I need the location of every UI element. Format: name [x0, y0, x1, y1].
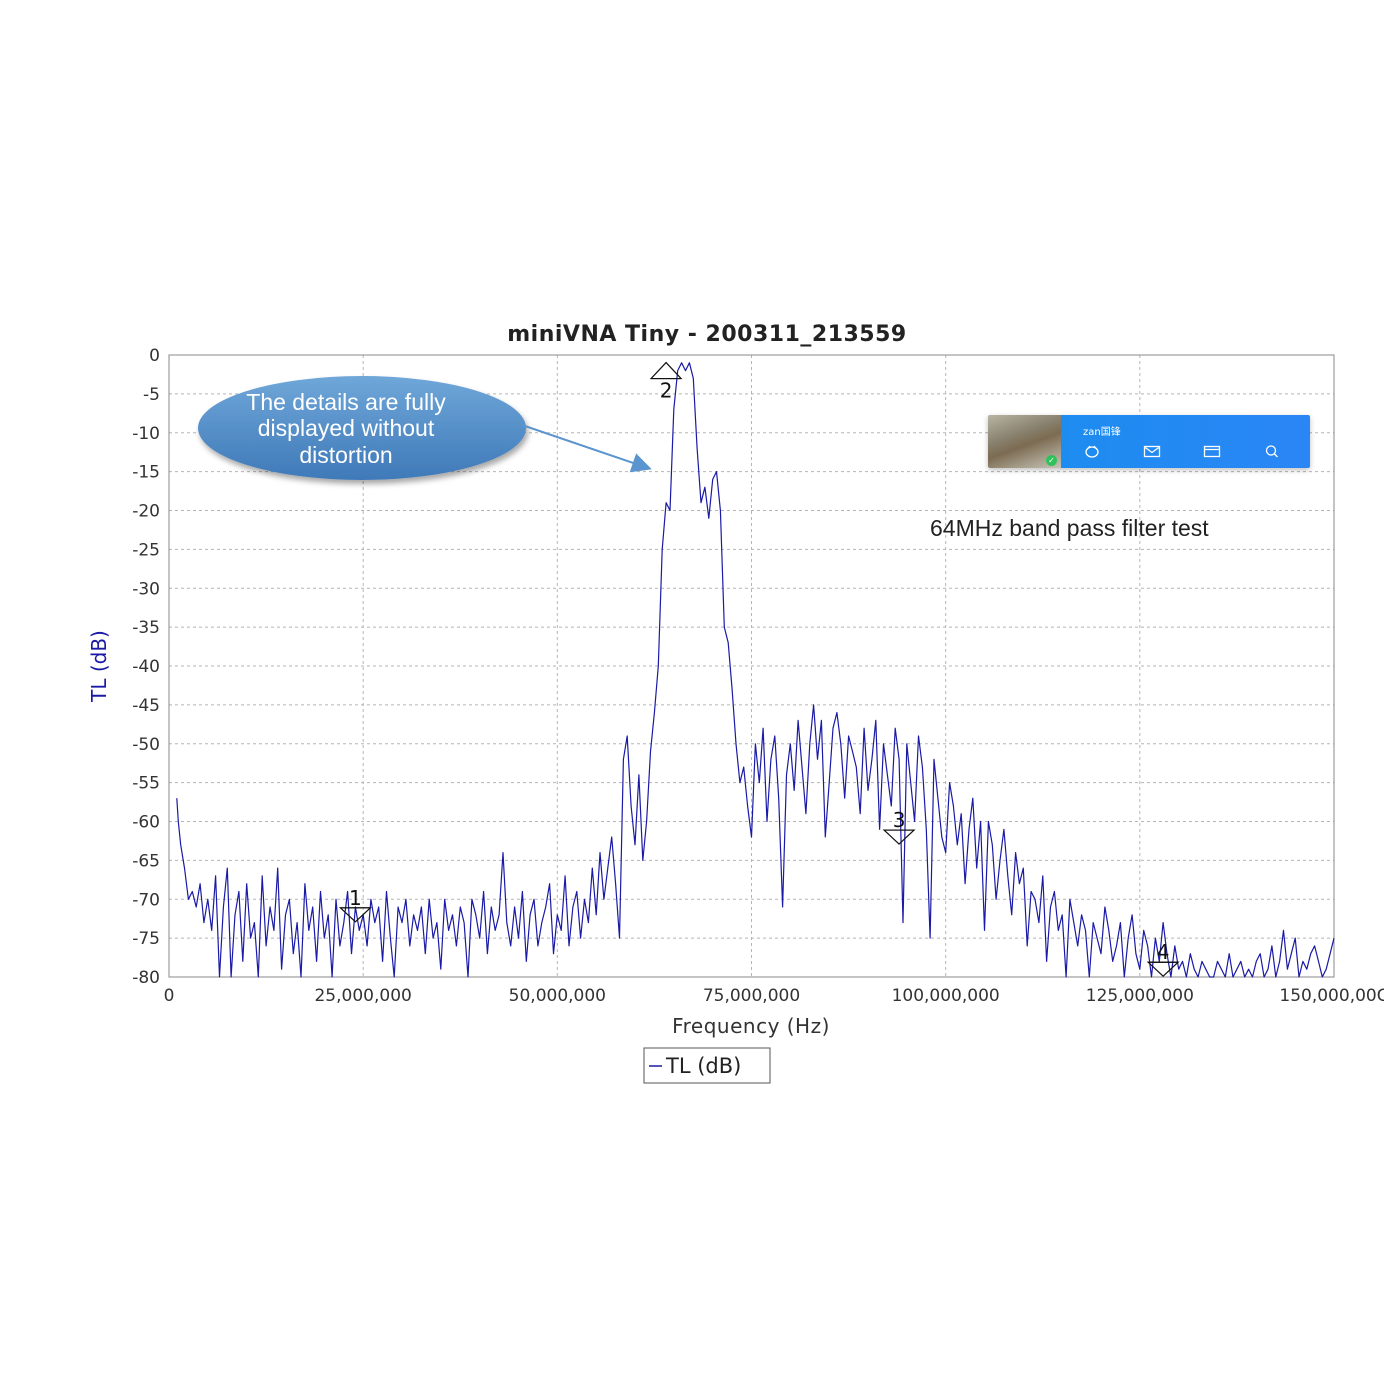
y-tick-label: -75: [132, 929, 160, 949]
y-axis-label: TL (dB): [87, 630, 111, 703]
x-tick-label: 75,000,000: [703, 986, 800, 1006]
x-axis-label: Frequency (Hz): [672, 1014, 830, 1038]
y-tick-label: -15: [132, 463, 160, 483]
annotation-arrow: [521, 424, 652, 473]
y-tick-label: -5: [143, 385, 160, 405]
x-tick-label: 0: [164, 986, 175, 1006]
y-tick-label: -40: [132, 657, 160, 677]
x-axis-ticks: 0 25,000,000 50,000,000 75,000,000 100,000,0…: [164, 986, 1384, 1006]
qq-icon-row: [1083, 444, 1281, 458]
legend: TL (dB): [643, 1047, 771, 1084]
qzone-icon[interactable]: [1083, 444, 1101, 458]
mail-icon[interactable]: [1143, 444, 1161, 458]
y-tick-label: -20: [132, 502, 160, 522]
x-tick-label: 125,000,000: [1086, 986, 1194, 1006]
annotation-ellipse: [198, 376, 526, 480]
user-name: zan国锋: [1083, 427, 1121, 438]
y-tick-label: -45: [132, 696, 160, 716]
marker-label-1: 1: [349, 886, 362, 910]
annotation-line-1: The details are fully: [246, 389, 446, 415]
series-line-tl-db: [176, 362, 1335, 978]
marker-label-4: 4: [1157, 940, 1170, 964]
y-tick-label: -35: [132, 618, 160, 638]
annotation-callout: The details are fully displayed without …: [198, 376, 652, 480]
annotation-line-3: distortion: [299, 442, 392, 468]
y-tick-label: -80: [132, 968, 160, 988]
qq-panel: zan国锋: [1061, 415, 1310, 468]
marker-triangle-3: [882, 829, 916, 845]
y-tick-label: -10: [132, 424, 160, 444]
y-tick-label: -70: [132, 890, 160, 910]
x-tick-label: 100,000,000: [892, 986, 1000, 1006]
marker-label-3: 3: [893, 808, 906, 832]
y-tick-label: -55: [132, 774, 160, 794]
marker-label-2: 2: [660, 379, 673, 403]
search-icon[interactable]: [1263, 444, 1281, 458]
trace-markers: 1 2 3 4: [338, 361, 1180, 978]
wallet-icon[interactable]: [1203, 444, 1221, 458]
x-tick-label: 50,000,000: [509, 986, 606, 1006]
x-tick-label: 25,000,000: [314, 986, 411, 1006]
qq-popup-widget[interactable]: ✓ zan国锋: [988, 415, 1310, 468]
y-axis-ticks: 0 -5 -10 -15 -20 -25 -30 -35 -40 -45 -50 -55 -60 -65 -…: [132, 346, 160, 988]
y-tick-label: 0: [149, 346, 160, 366]
avatar[interactable]: ✓: [988, 415, 1061, 468]
y-tick-label: -65: [132, 851, 160, 871]
plot-area: [168, 354, 1335, 978]
legend-entry-label: TL (dB): [665, 1054, 741, 1078]
annotation-line-2: displayed without: [258, 415, 435, 441]
y-tick-label: -30: [132, 579, 160, 599]
y-tick-label: -60: [132, 813, 160, 833]
check-icon: ✓: [1046, 455, 1057, 466]
legend-box: [643, 1047, 771, 1084]
chart-title: miniVNA Tiny - 200311_213559: [507, 322, 906, 347]
plot-note: 64MHz band pass filter test: [930, 515, 1209, 541]
y-tick-label: -50: [132, 735, 160, 755]
x-tick-label: 150,000,00C: [1279, 986, 1384, 1006]
y-tick-label: -25: [132, 540, 160, 560]
